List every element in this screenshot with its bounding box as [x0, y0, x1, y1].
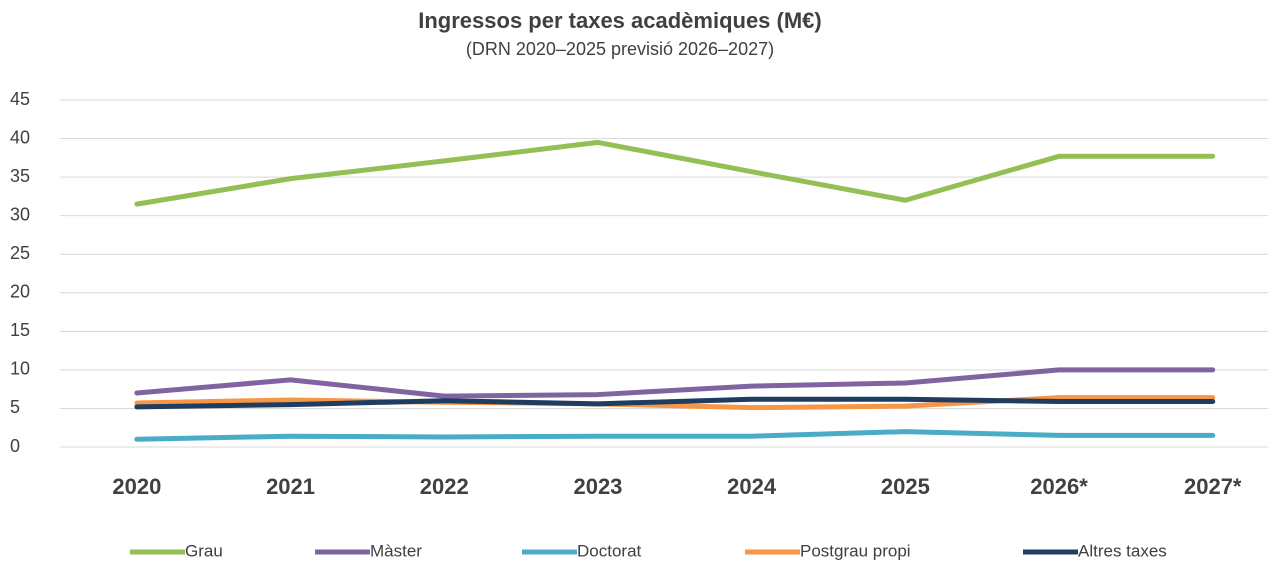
- x-tick-label: 2021: [266, 474, 315, 499]
- y-tick-label: 0: [10, 436, 20, 456]
- y-tick-label: 10: [10, 359, 30, 379]
- x-tick-label: 2020: [112, 474, 161, 499]
- y-tick-label: 35: [10, 166, 30, 186]
- x-tick-label: 2023: [573, 474, 622, 499]
- y-tick-label: 15: [10, 320, 30, 340]
- legend-label: Doctorat: [577, 541, 642, 560]
- y-tick-label: 40: [10, 127, 30, 147]
- y-tick-label: 45: [10, 89, 30, 109]
- y-tick-label: 20: [10, 282, 30, 302]
- x-tick-label: 2027*: [1184, 474, 1242, 499]
- legend-label: Postgrau propi: [800, 541, 911, 560]
- chart-subtitle: (DRN 2020–2025 previsió 2026–2027): [466, 39, 774, 59]
- chart-title: Ingressos per taxes acadèmiques (M€): [418, 8, 822, 33]
- series-line: [134, 396, 1216, 410]
- x-tick-label: 2026*: [1030, 474, 1088, 499]
- series-line: [134, 367, 1216, 399]
- x-tick-label: 2022: [420, 474, 469, 499]
- x-tick-label: 2025: [881, 474, 930, 499]
- y-tick-label: 25: [10, 243, 30, 263]
- x-tick-label: 2024: [727, 474, 777, 499]
- series-line: [134, 429, 1216, 442]
- legend-label: Grau: [185, 541, 223, 560]
- y-tick-label: 30: [10, 204, 30, 224]
- legend-label: Altres taxes: [1078, 541, 1167, 560]
- legend-label: Màster: [370, 541, 422, 560]
- y-tick-label: 5: [10, 397, 20, 417]
- series-line: [134, 139, 1216, 207]
